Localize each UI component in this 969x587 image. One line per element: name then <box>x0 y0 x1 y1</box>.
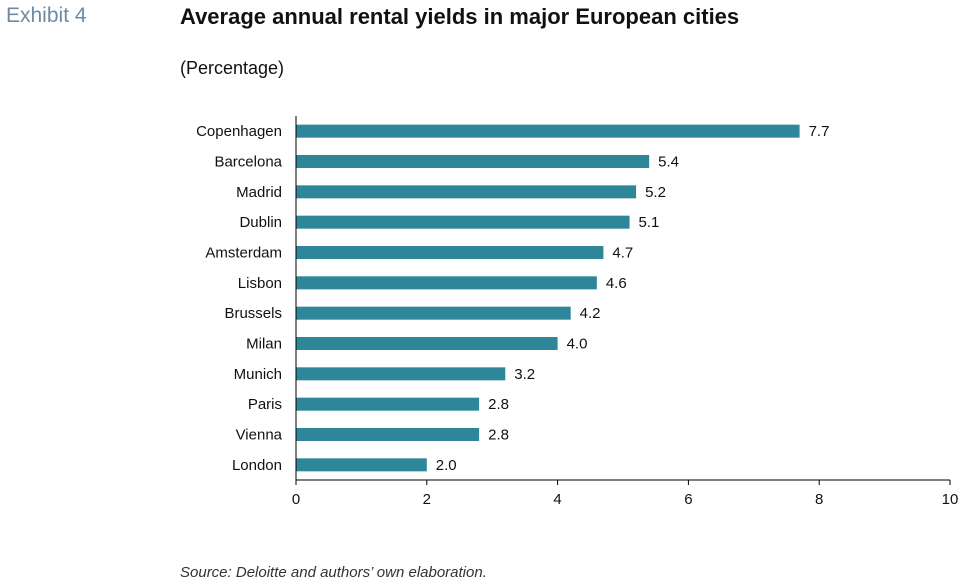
x-tick-label: 10 <box>942 491 959 508</box>
x-tick-label: 6 <box>684 491 692 508</box>
data-label: 5.1 <box>639 214 660 231</box>
x-tick-label: 4 <box>553 491 561 508</box>
data-label: 5.4 <box>658 154 679 171</box>
bar <box>296 397 480 411</box>
x-tick-label: 8 <box>815 491 823 508</box>
category-label: Dublin <box>239 214 282 231</box>
source-note: Source: Deloitte and authors’ own elabor… <box>180 564 487 581</box>
x-tick-label: 0 <box>292 491 300 508</box>
exhibit-label: Exhibit 4 <box>6 4 87 27</box>
category-label: Madrid <box>236 184 282 201</box>
category-label: Lisbon <box>238 275 282 292</box>
category-label: Barcelona <box>214 154 282 171</box>
bar <box>296 337 558 350</box>
category-label: Milan <box>246 336 282 353</box>
data-label: 4.2 <box>580 305 601 322</box>
chart-title: Average annual rental yields in major Eu… <box>180 4 740 29</box>
category-label: Paris <box>248 396 282 413</box>
data-label: 3.2 <box>514 366 535 383</box>
bar <box>296 246 604 259</box>
data-label: 2.8 <box>488 396 509 413</box>
bar <box>296 124 800 138</box>
category-label: London <box>232 457 282 474</box>
category-label: Amsterdam <box>205 245 282 262</box>
category-label: Brussels <box>224 305 282 322</box>
bar <box>296 215 630 229</box>
category-label: Munich <box>234 366 282 383</box>
bar <box>296 306 571 320</box>
chart-subtitle: (Percentage) <box>180 58 285 78</box>
category-label: Vienna <box>236 427 283 444</box>
data-label: 4.7 <box>612 245 633 262</box>
bar <box>296 276 597 290</box>
x-tick-label: 2 <box>423 491 431 508</box>
bar <box>296 185 637 199</box>
bar <box>296 458 427 472</box>
bar <box>296 367 506 381</box>
data-label: 2.0 <box>436 457 457 474</box>
data-label: 4.6 <box>606 275 627 292</box>
bar <box>296 155 650 168</box>
data-label: 2.8 <box>488 427 509 444</box>
bar <box>296 428 480 441</box>
data-label: 5.2 <box>645 184 666 201</box>
data-label: 7.7 <box>809 123 830 140</box>
data-label: 4.0 <box>567 336 588 353</box>
category-label: Copenhagen <box>196 123 282 140</box>
